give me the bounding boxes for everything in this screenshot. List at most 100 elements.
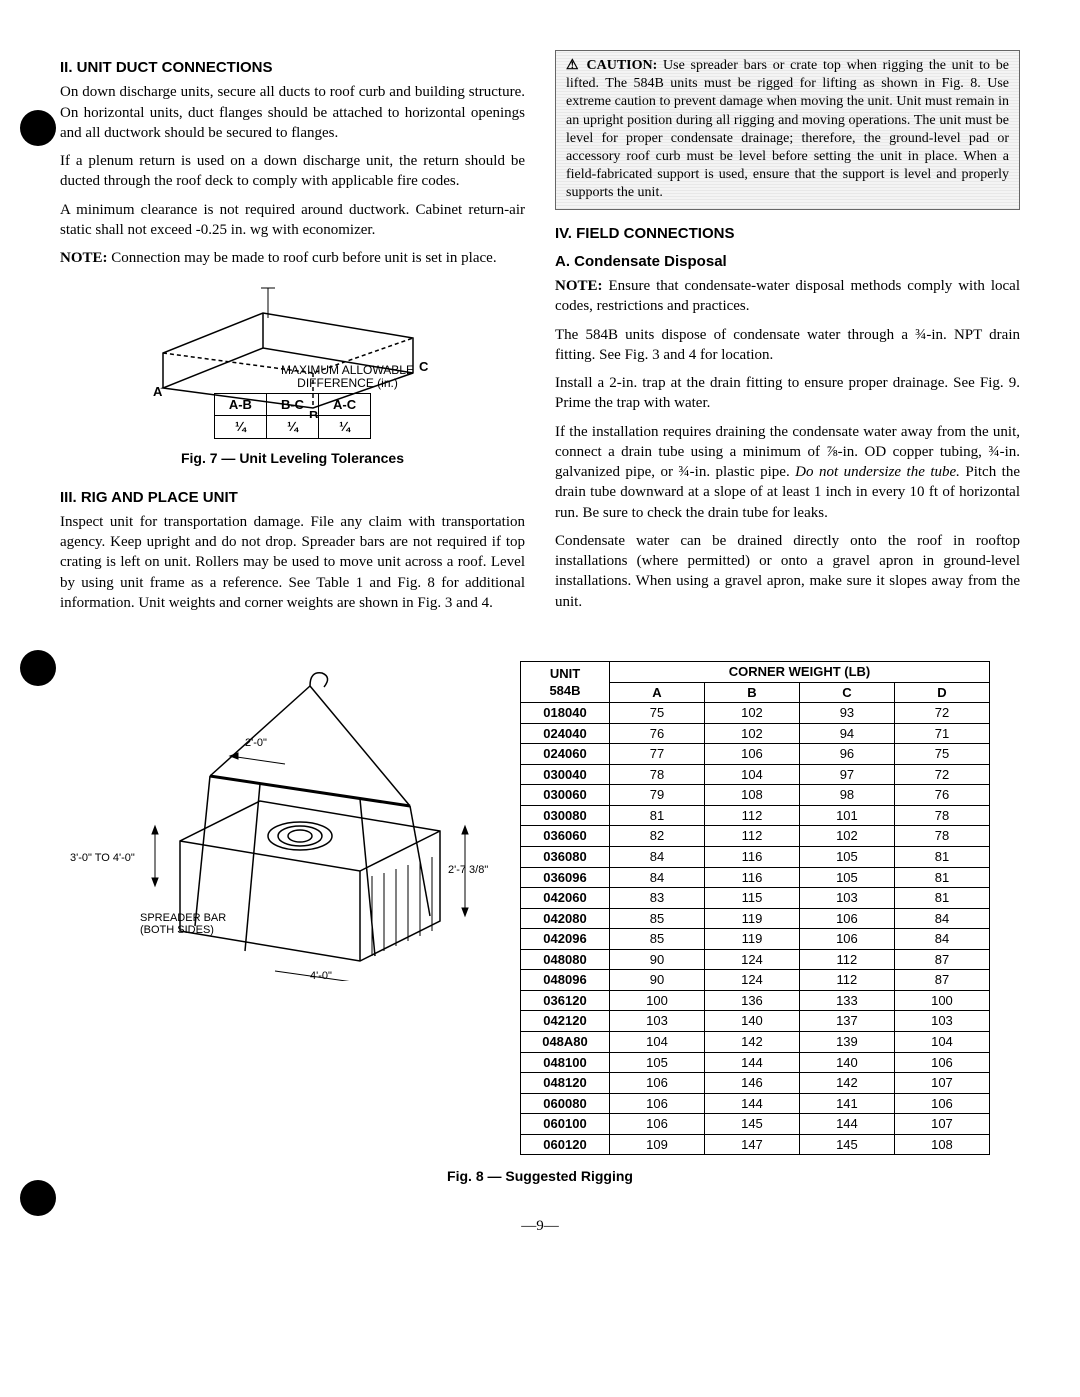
- table-cell: 109: [610, 1134, 705, 1155]
- table-row: 024040761029471: [521, 723, 990, 744]
- table-cell: 124: [704, 970, 799, 991]
- table-row: 0360968411610581: [521, 867, 990, 888]
- table-row: 030040781049772: [521, 764, 990, 785]
- table-cell: 105: [610, 1052, 705, 1073]
- table-cell: 100: [610, 990, 705, 1011]
- table-cell: 102: [799, 826, 894, 847]
- table-cell: 84: [894, 929, 989, 950]
- table-cell: 106: [799, 929, 894, 950]
- table-cell: 104: [894, 1031, 989, 1052]
- body-text: Inspect unit for transportation damage. …: [60, 512, 525, 613]
- body-text: If a plenum return is used on a down dis…: [60, 151, 525, 192]
- note-text: Connection may be made to roof curb befo…: [108, 250, 497, 266]
- table-cell: 119: [704, 929, 799, 950]
- table-cell: 100: [894, 990, 989, 1011]
- table-cell: 85: [610, 929, 705, 950]
- body-text: A minimum clearance is not required arou…: [60, 200, 525, 241]
- table-cell: 142: [799, 1073, 894, 1094]
- tol-header: A-B: [214, 393, 266, 416]
- table-cell: 102: [704, 723, 799, 744]
- table-cell: 103: [610, 1011, 705, 1032]
- table-cell: 87: [894, 949, 989, 970]
- table-cell: 81: [894, 867, 989, 888]
- table-row: 036120100136133100: [521, 990, 990, 1011]
- left-column: II. UNIT DUCT CONNECTIONS On down discha…: [60, 50, 525, 621]
- corner-weight-table: UNIT584B CORNER WEIGHT (LB) A B C D 0180…: [520, 661, 990, 1155]
- table-cell: 139: [799, 1031, 894, 1052]
- table-row: 0360608211210278: [521, 826, 990, 847]
- table-cell: 76: [610, 723, 705, 744]
- table-cell: 142: [704, 1031, 799, 1052]
- table-cell: 048096: [521, 970, 610, 991]
- table-cell: 060120: [521, 1134, 610, 1155]
- table-cell: 77: [610, 744, 705, 765]
- table-row: 048A80104142139104: [521, 1031, 990, 1052]
- table-cell: 106: [894, 1052, 989, 1073]
- table-row: 0300808111210178: [521, 805, 990, 826]
- caution-box: ⚠ CAUTION: Use spreader bars or crate to…: [555, 50, 1020, 210]
- table-cell: 106: [704, 744, 799, 765]
- table-cell: 112: [704, 805, 799, 826]
- note-lead: NOTE:: [60, 250, 108, 266]
- table-cell: 036120: [521, 990, 610, 1011]
- corner-c-label: C: [419, 359, 429, 374]
- table-cell: 108: [704, 785, 799, 806]
- tol-value: ¼: [214, 416, 266, 439]
- table-cell: 147: [704, 1134, 799, 1155]
- table-row: 0360808411610581: [521, 847, 990, 868]
- table-cell: 042120: [521, 1011, 610, 1032]
- table-cell: 85: [610, 908, 705, 929]
- table-cell: 79: [610, 785, 705, 806]
- tol-header: B-C: [266, 393, 318, 416]
- table-cell: 133: [799, 990, 894, 1011]
- table-cell: 84: [610, 847, 705, 868]
- table-cell: 81: [610, 805, 705, 826]
- figure-7: A B C MAXIMUM ALLOWABLE DIFFERENCE (in.)…: [60, 278, 525, 477]
- table-row: 048100105144140106: [521, 1052, 990, 1073]
- body-text: Condensate water can be drained directly…: [555, 531, 1020, 612]
- table-cell: 72: [894, 703, 989, 724]
- table-cell: 137: [799, 1011, 894, 1032]
- table-cell: 145: [799, 1134, 894, 1155]
- spreader-label: SPREADER BAR (BOTH SIDES): [140, 912, 229, 936]
- bullet-icon: [20, 1180, 56, 1216]
- table-cell: 108: [894, 1134, 989, 1155]
- table-cell: 94: [799, 723, 894, 744]
- table-cell: 112: [704, 826, 799, 847]
- table-cell: 030060: [521, 785, 610, 806]
- table-cell: 103: [799, 888, 894, 909]
- body-text: The 584B units dispose of condensate wat…: [555, 325, 1020, 366]
- table-row: 060100106145144107: [521, 1114, 990, 1135]
- table-cell: 90: [610, 970, 705, 991]
- table-cell: 75: [894, 744, 989, 765]
- table-row: 060120109147145108: [521, 1134, 990, 1155]
- note-lead: NOTE:: [555, 278, 603, 294]
- table-cell: 136: [704, 990, 799, 1011]
- table-cell: 144: [799, 1114, 894, 1135]
- unit-header: UNIT584B: [521, 662, 610, 703]
- table-row: 060080106144141106: [521, 1093, 990, 1114]
- table-row: 0420968511910684: [521, 929, 990, 950]
- col-c: C: [799, 682, 894, 703]
- table-cell: 116: [704, 867, 799, 888]
- table-cell: 048080: [521, 949, 610, 970]
- caution-text: Use spreader bars or crate top when rigg…: [566, 58, 1009, 200]
- table-cell: 030040: [521, 764, 610, 785]
- table-cell: 024040: [521, 723, 610, 744]
- table-cell: 76: [894, 785, 989, 806]
- table-cell: 83: [610, 888, 705, 909]
- tol-header: A-C: [319, 393, 371, 416]
- table-cell: 018040: [521, 703, 610, 724]
- table-cell: 72: [894, 764, 989, 785]
- table-cell: 124: [704, 949, 799, 970]
- table-cell: 106: [894, 1093, 989, 1114]
- section4-heading: IV. FIELD CONNECTIONS: [555, 224, 1020, 244]
- table-row: 018040751029372: [521, 703, 990, 724]
- tolerance-label: MAXIMUM ALLOWABLE DIFFERENCE (in.): [281, 364, 414, 390]
- table-cell: 78: [894, 805, 989, 826]
- table-cell: 140: [704, 1011, 799, 1032]
- table-row: 0480809012411287: [521, 949, 990, 970]
- tol-value: ¼: [319, 416, 371, 439]
- table-cell: 96: [799, 744, 894, 765]
- table-cell: 81: [894, 847, 989, 868]
